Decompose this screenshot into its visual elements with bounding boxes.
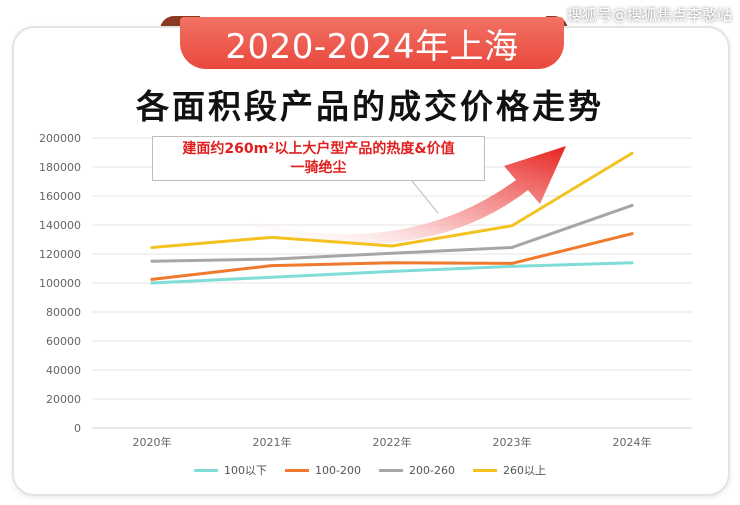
data-point (510, 224, 514, 228)
callout-pointer (411, 180, 439, 214)
data-point (510, 245, 514, 249)
data-point (630, 261, 634, 265)
data-point (390, 251, 394, 255)
data-point (270, 257, 274, 261)
legend-label: 260以上 (502, 464, 546, 477)
legend-label: 100-200 (315, 463, 361, 477)
legend-swatch (472, 468, 497, 472)
y-tick-label: 80000 (46, 306, 81, 319)
y-tick-label: 120000 (39, 248, 81, 261)
annotation-line-2: 一骑绝尘 (290, 160, 347, 176)
data-point (630, 151, 634, 155)
data-point (510, 261, 514, 265)
data-point (390, 269, 394, 273)
annotation-callout: 建面约260m²以上大户型产品的热度&价值 一骑绝尘 (152, 136, 485, 181)
legend-swatch (194, 468, 219, 472)
legend-item: 260以上 (472, 462, 546, 478)
series-lines (150, 151, 634, 285)
data-point (150, 259, 154, 263)
y-tick-label: 60000 (46, 335, 81, 348)
x-tick-label: 2022年 (373, 435, 412, 449)
data-point (270, 264, 274, 268)
y-tick-label: 0 (74, 422, 81, 435)
trend-arrow-icon (255, 146, 566, 245)
legend-swatch (285, 468, 310, 472)
legend-item: 100以下 (194, 462, 267, 478)
data-point (150, 245, 154, 249)
data-point (270, 235, 274, 239)
y-tick-label: 20000 (46, 393, 81, 406)
y-tick-label: 180000 (39, 161, 81, 174)
y-tick-label: 160000 (39, 190, 81, 203)
chart-title: 各面积段产品的成交价格走势 (136, 87, 604, 126)
banner-title: 2020-2024年上海 (180, 17, 564, 69)
y-tick-label: 140000 (39, 219, 81, 232)
data-point (150, 281, 154, 285)
chart-legend: 100以下 100-200 200-260 260以上 (0, 462, 740, 478)
y-tick-label: 40000 (46, 364, 81, 377)
data-point (630, 232, 634, 236)
annotation-line-1: 建面约260m²以上大户型产品的热度&价值 (182, 141, 455, 157)
data-point (510, 264, 514, 268)
legend-item: 100-200 (285, 462, 361, 478)
y-tick-label: 200000 (39, 132, 81, 145)
x-tick-label: 2021年 (253, 435, 292, 449)
data-point (630, 203, 634, 207)
legend-swatch (379, 468, 403, 472)
y-tick-label: 100000 (39, 277, 81, 290)
chart-card (12, 26, 730, 496)
data-point (150, 277, 154, 281)
x-tick-label: 2023年 (493, 435, 532, 449)
data-point (270, 275, 274, 279)
x-axis-ticks: 2020年 2021年 2022年 2023年 2024年 (133, 435, 652, 449)
y-axis-ticks: 0 20000 40000 60000 80000 100000 120000 140000 1… (39, 132, 81, 435)
x-tick-label: 2020年 (133, 435, 172, 449)
legend-item: 200-260 (379, 462, 455, 478)
data-point (390, 244, 394, 248)
watermark: 搜狐号@搜狐焦点李憨站 (566, 6, 732, 24)
legend-label: 100以下 (224, 464, 268, 477)
x-tick-label: 2024年 (613, 435, 652, 449)
legend-label: 200-260 (409, 463, 455, 477)
data-point (390, 261, 394, 265)
